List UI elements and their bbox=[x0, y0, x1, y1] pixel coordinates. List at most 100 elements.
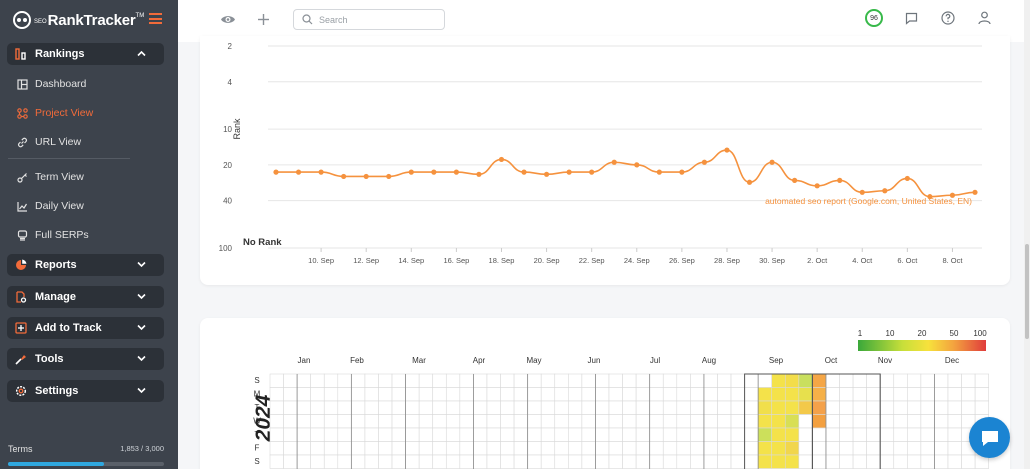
sidebar-item-daily-view[interactable]: Daily View bbox=[17, 198, 84, 214]
sidebar-group-tools[interactable]: Tools bbox=[7, 348, 164, 370]
tools-icon bbox=[15, 353, 27, 365]
heatmap-cell bbox=[730, 427, 745, 442]
reports-icon bbox=[15, 259, 27, 271]
sidebar-item-label: Daily View bbox=[35, 200, 84, 212]
heatmap-cell bbox=[418, 373, 434, 388]
page-scrollbar[interactable] bbox=[1024, 0, 1030, 469]
terms-usage-bar bbox=[8, 462, 164, 466]
heatmap-cell bbox=[907, 387, 922, 402]
heatmap-cell bbox=[554, 400, 569, 415]
x-tick-label: 16. Sep bbox=[443, 256, 469, 265]
heatmap-cell bbox=[269, 373, 284, 388]
heatmap-cell bbox=[283, 414, 298, 429]
heatmap-cell bbox=[473, 441, 488, 456]
heatmap-cell bbox=[879, 454, 895, 469]
heatmap-cell bbox=[540, 427, 556, 442]
scrollbar-thumb[interactable] bbox=[1025, 244, 1029, 339]
sidebar-group-rankings[interactable]: Rankings bbox=[7, 43, 164, 65]
heatmap-cell bbox=[744, 400, 759, 415]
heatmap-cell bbox=[961, 400, 976, 415]
heatmap-cell bbox=[486, 454, 501, 469]
chevron-down-icon bbox=[137, 293, 146, 300]
heatmap-cell bbox=[676, 387, 691, 402]
eye-icon[interactable] bbox=[219, 12, 236, 26]
heatmap-cell bbox=[296, 387, 311, 402]
heatmap-cell bbox=[378, 441, 393, 456]
heatmap-cell bbox=[527, 400, 542, 415]
data-point bbox=[837, 177, 843, 183]
heatmap-cell bbox=[947, 387, 962, 402]
x-tick-label: 28. Sep bbox=[714, 256, 740, 265]
sidebar-item-term-view[interactable]: Term View bbox=[17, 169, 84, 185]
heatmap-cell bbox=[920, 373, 935, 388]
heatmap-cell bbox=[527, 373, 542, 388]
heatmap-cell bbox=[486, 414, 501, 429]
heatmap-cell bbox=[608, 373, 623, 388]
heatmap-cell bbox=[907, 414, 922, 429]
search-box[interactable] bbox=[293, 9, 445, 30]
heatmap-cell bbox=[839, 400, 854, 415]
heatmap-cell bbox=[893, 454, 908, 469]
heatmap-cell bbox=[391, 373, 406, 388]
chat-button[interactable] bbox=[969, 417, 1010, 458]
y-tick-label: 40 bbox=[223, 197, 232, 206]
heatmap-cell bbox=[310, 373, 325, 388]
search-input[interactable] bbox=[319, 14, 429, 25]
heatmap-cell bbox=[649, 454, 664, 469]
sidebar-item-project-view[interactable]: Project View bbox=[17, 105, 93, 121]
heatmap-cell bbox=[852, 373, 867, 388]
sidebar-group-manage[interactable]: Manage bbox=[7, 286, 164, 308]
heatmap-cell bbox=[459, 427, 474, 442]
sidebar-group-settings[interactable]: Settings bbox=[7, 380, 164, 402]
chevron-down-icon bbox=[137, 261, 146, 268]
data-point bbox=[408, 169, 414, 175]
heatmap-cell bbox=[879, 387, 895, 402]
help-icon[interactable] bbox=[940, 10, 955, 25]
user-icon[interactable] bbox=[977, 10, 991, 25]
month-label: Sep bbox=[769, 356, 784, 365]
heatmap-cell bbox=[825, 454, 840, 469]
y-tick-label: 2 bbox=[228, 42, 233, 51]
sidebar-item-dashboard[interactable]: Dashboard bbox=[17, 76, 86, 92]
heatmap-cell bbox=[351, 454, 366, 469]
heatmap-cell bbox=[445, 400, 461, 415]
heatmap-cell bbox=[337, 454, 352, 469]
heatmap-cell bbox=[459, 400, 474, 415]
sidebar-item-label: Term View bbox=[35, 171, 84, 183]
heatmap-cell bbox=[812, 387, 827, 402]
sidebar-group-reports[interactable]: Reports bbox=[7, 254, 164, 276]
hamburger-menu-icon[interactable] bbox=[149, 13, 162, 24]
plus-icon[interactable] bbox=[256, 12, 270, 26]
heatmap-cell bbox=[554, 427, 569, 442]
heatmap-cell bbox=[445, 414, 461, 429]
heatmap-cell bbox=[391, 441, 406, 456]
no-rank-label: No Rank bbox=[243, 237, 282, 248]
message-icon[interactable] bbox=[904, 11, 918, 25]
heatmap-cell bbox=[337, 441, 352, 456]
heatmap-cell bbox=[432, 400, 447, 415]
x-tick-label: 4. Oct bbox=[852, 256, 873, 265]
heatmap-cell bbox=[513, 427, 528, 442]
data-point bbox=[611, 159, 617, 165]
heatmap-cell bbox=[839, 414, 854, 429]
sidebar-item-full-serps[interactable]: Full SERPs bbox=[17, 227, 89, 243]
heatmap-cell bbox=[568, 414, 583, 429]
brand-logo[interactable]: SEO RankTracker TM bbox=[13, 10, 144, 30]
heatmap-cell bbox=[364, 441, 379, 456]
heatmap-cell bbox=[771, 400, 786, 415]
heatmap-cell bbox=[690, 441, 705, 456]
x-tick-label: 8. Oct bbox=[942, 256, 963, 265]
heatmap-cell bbox=[405, 400, 420, 415]
heatmap-cell bbox=[866, 454, 881, 469]
score-badge[interactable]: 96 bbox=[865, 9, 883, 27]
sidebar-group-add-to-track[interactable]: Add to Track bbox=[7, 317, 164, 339]
month-label: Mar bbox=[412, 356, 426, 365]
heatmap-cell bbox=[662, 414, 678, 429]
heatmap-cell bbox=[676, 373, 691, 388]
heatmap-cell bbox=[744, 427, 759, 442]
heatmap-cell bbox=[866, 414, 881, 429]
heatmap-cell bbox=[757, 414, 773, 429]
weekday-label: M bbox=[254, 390, 261, 399]
heatmap-cell bbox=[961, 387, 976, 402]
sidebar-item-url-view[interactable]: URL View bbox=[17, 134, 81, 150]
